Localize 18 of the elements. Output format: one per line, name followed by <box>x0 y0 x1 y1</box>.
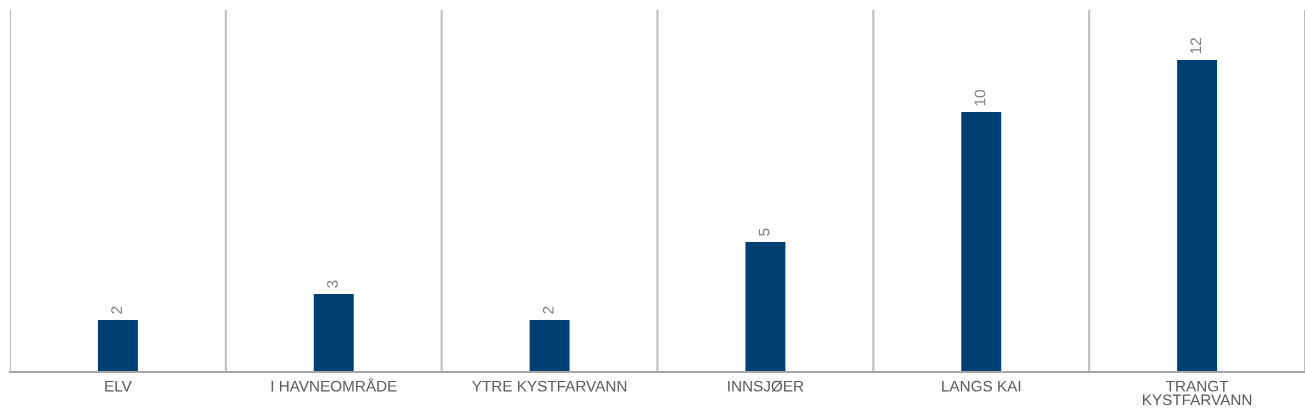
data-label: 12 <box>1190 38 1202 54</box>
bar <box>961 111 1002 372</box>
x-tick-label: ELV <box>105 380 132 392</box>
x-tick-label: INNSJØER <box>728 380 804 392</box>
data-label: 10 <box>974 89 986 106</box>
data-label: 2 <box>542 306 554 314</box>
x-tick-label: I HAVNEOMRÅDE <box>271 378 397 392</box>
x-tick-label: TRANGT KYSTFARVANN <box>1143 380 1252 406</box>
bar <box>1177 59 1218 372</box>
bar <box>745 241 786 372</box>
x-tick-label: YTRE KYSTFARVANN <box>472 380 627 392</box>
bar <box>97 319 138 372</box>
data-label: 2 <box>111 306 122 314</box>
bar <box>313 293 354 372</box>
x-tick-label: LANGS KAI <box>942 380 1021 392</box>
bar <box>529 319 570 372</box>
data-label: 5 <box>758 228 770 236</box>
data-label: 3 <box>327 280 338 288</box>
